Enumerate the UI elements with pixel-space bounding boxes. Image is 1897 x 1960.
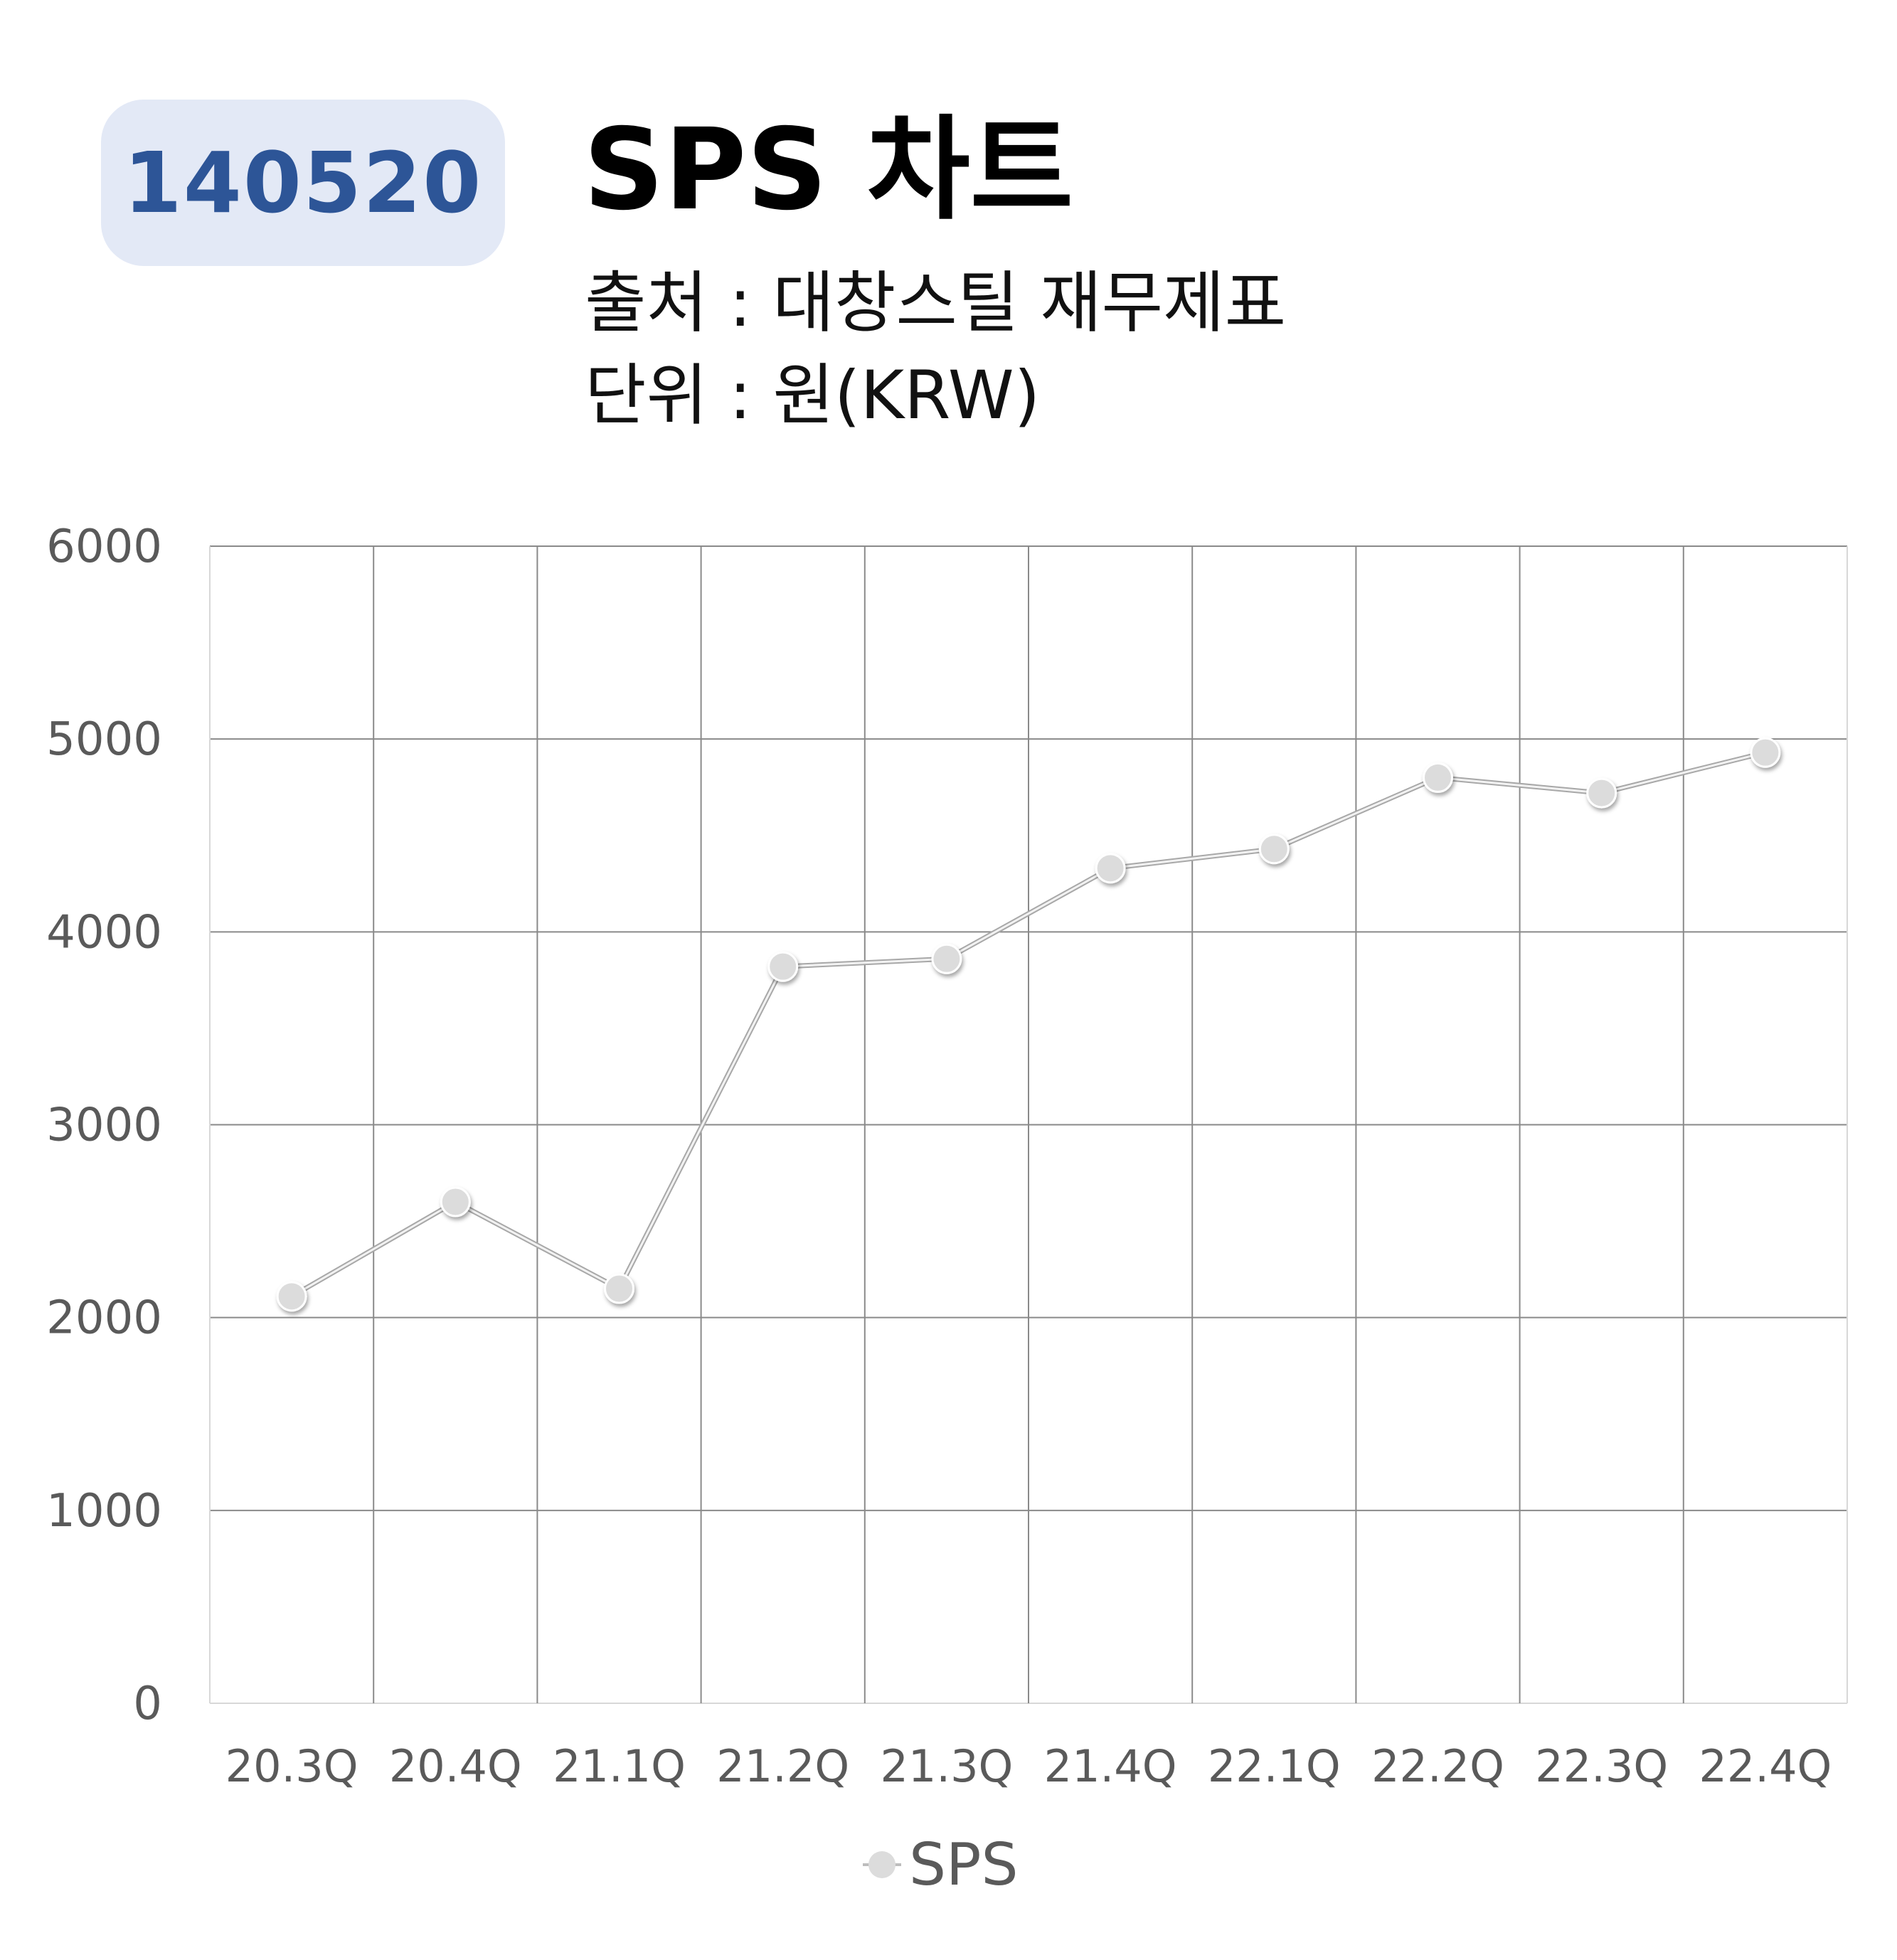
chart-grid — [209, 545, 1848, 1704]
legend: SPS — [863, 1831, 1019, 1899]
y-tick-label: 5000 — [46, 713, 162, 766]
data-point — [1423, 762, 1453, 793]
x-tick-label: 20.4Q — [389, 1740, 522, 1792]
y-axis-ticks: 0 1000 2000 3000 4000 5000 6000 — [46, 521, 162, 1730]
y-tick-label: 0 — [133, 1678, 162, 1730]
data-point — [767, 951, 799, 982]
y-tick-label: 1000 — [46, 1485, 162, 1538]
legend-marker — [868, 1851, 896, 1878]
x-tick-label: 21.4Q — [1044, 1740, 1177, 1792]
y-tick-label: 2000 — [46, 1292, 162, 1345]
series-line — [291, 751, 1766, 1298]
x-tick-label: 21.3Q — [880, 1740, 1013, 1792]
data-point — [604, 1273, 634, 1304]
stock-code-badge: 140520 — [101, 100, 505, 266]
x-tick-label: 22.2Q — [1371, 1740, 1504, 1792]
x-tick-label: 22.1Q — [1208, 1740, 1341, 1792]
data-point — [1258, 833, 1290, 865]
x-tick-label: 21.1Q — [553, 1740, 686, 1792]
x-tick-label: 22.3Q — [1535, 1740, 1668, 1792]
legend-label: SPS — [909, 1831, 1019, 1899]
y-tick-label: 4000 — [46, 906, 162, 959]
data-point — [1095, 853, 1126, 884]
unit-label: 단위 : 원(KRW) — [585, 357, 1041, 435]
data-point — [440, 1186, 471, 1218]
y-tick-label: 6000 — [46, 521, 162, 573]
x-axis-ticks: 20.3Q 20.4Q 21.1Q 21.2Q 21.3Q 21.4Q 22.1Q 22.2Q… — [225, 1740, 1832, 1792]
series-sps — [276, 737, 1781, 1312]
data-point — [1586, 777, 1617, 809]
chart-title: SPS 차트 — [583, 105, 1074, 235]
data-point — [276, 1281, 307, 1312]
y-tick-label: 3000 — [46, 1099, 162, 1152]
x-tick-label: 20.3Q — [225, 1740, 358, 1792]
source-label: 출처 : 대창스틸 재무제표 — [585, 265, 1287, 342]
data-point — [1750, 737, 1781, 768]
data-point — [931, 943, 962, 974]
x-tick-label: 22.4Q — [1699, 1740, 1832, 1792]
x-tick-label: 21.2Q — [716, 1740, 849, 1792]
stock-code: 140520 — [123, 134, 483, 232]
